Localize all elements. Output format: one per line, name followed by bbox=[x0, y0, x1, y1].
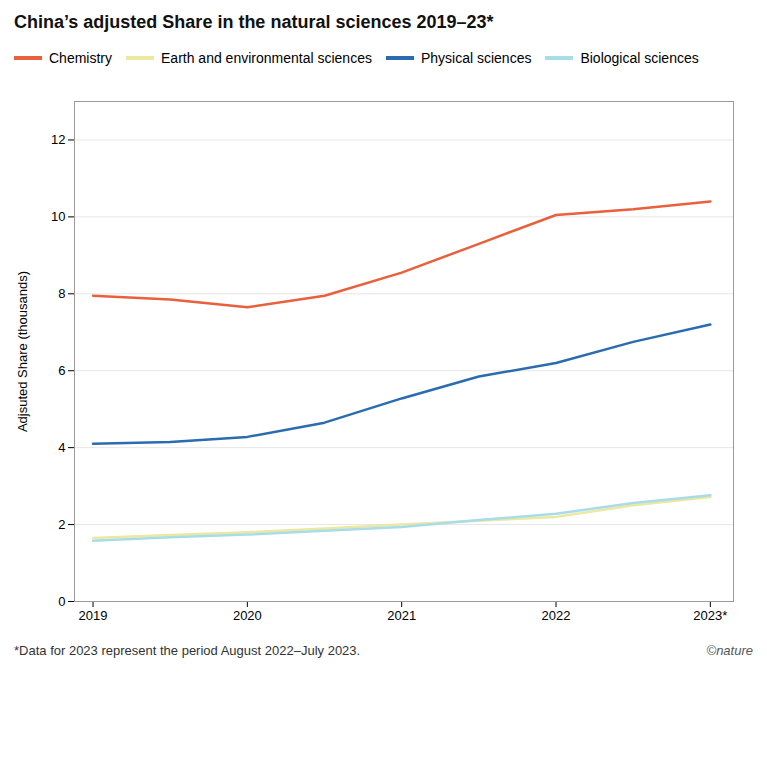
svg-text:4: 4 bbox=[58, 440, 65, 455]
svg-text:12: 12 bbox=[51, 132, 65, 147]
svg-text:2020: 2020 bbox=[233, 608, 262, 623]
html-text:Biological sciences: Biological sciences bbox=[580, 49, 699, 66]
html-text:Chemistry: Chemistry bbox=[49, 49, 112, 66]
svg-text:2023*: 2023* bbox=[693, 608, 727, 623]
svg-text:6: 6 bbox=[58, 363, 65, 378]
svg-text:2019: 2019 bbox=[79, 608, 108, 623]
svg-text:2022: 2022 bbox=[542, 608, 571, 623]
svg-text:10: 10 bbox=[51, 209, 65, 224]
svg-text:0: 0 bbox=[58, 594, 65, 609]
svg-text:Adjsuted Share (thousands): Adjsuted Share (thousands) bbox=[15, 271, 30, 432]
svg-text:8: 8 bbox=[58, 286, 65, 301]
html-text:Physical sciences: Physical sciences bbox=[420, 49, 532, 66]
html-text:Earth and environmental scienc: Earth and environmental sciences bbox=[161, 49, 372, 66]
html-text:©nature: ©nature bbox=[706, 643, 753, 658]
svg-text:2: 2 bbox=[58, 517, 65, 532]
html-text:China’s adjusted Share in the: China’s adjusted Share in the natural sc… bbox=[14, 12, 494, 32]
svg-text:2021: 2021 bbox=[387, 608, 416, 623]
html-text:*Data for 2023 represent the p: *Data for 2023 represent the period Augu… bbox=[14, 643, 361, 658]
